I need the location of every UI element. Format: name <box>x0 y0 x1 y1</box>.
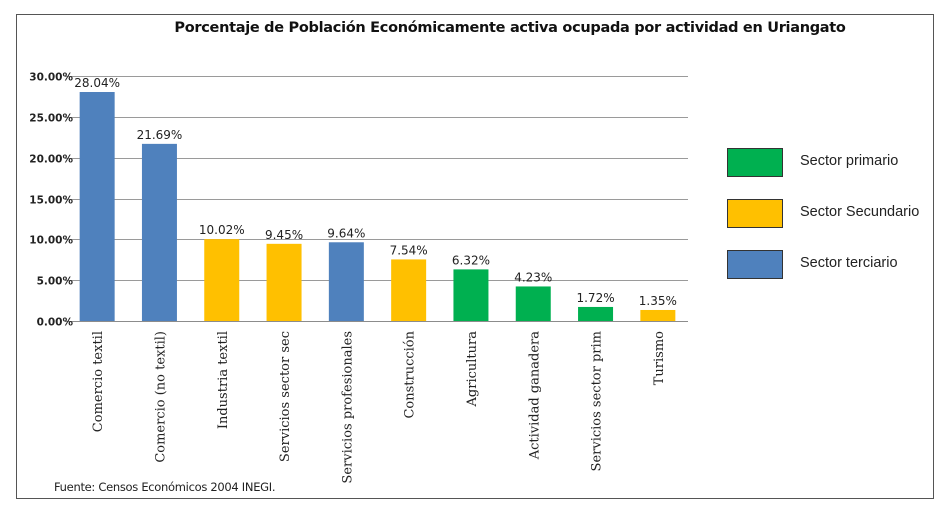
x-tick-label: Industria textil <box>216 331 231 429</box>
bar <box>79 92 115 321</box>
source-note: Fuente: Censos Económicos 2004 INEGI. <box>54 480 276 494</box>
x-tick-label: Servicios profesionales <box>340 331 355 484</box>
y-tick-label: 0.00% <box>37 317 74 329</box>
x-tick-label: Comercio (no textil) <box>153 331 168 463</box>
y-tick-label: 15.00% <box>29 195 73 207</box>
data-label: 21.69% <box>137 128 183 142</box>
bar <box>453 269 489 321</box>
x-tick-label: Servicios sector sec <box>278 331 293 462</box>
chart-title: Porcentaje de Población Económicamente a… <box>174 20 846 36</box>
data-label: 10.02% <box>199 223 245 237</box>
legend-swatch-secundario <box>727 199 783 228</box>
y-tick-label: 10.00% <box>29 235 73 247</box>
x-tick-label: Servicios sector prim <box>590 331 605 471</box>
bar <box>640 309 676 321</box>
x-tick-label: Actividad ganadera <box>527 331 542 461</box>
data-label: 28.04% <box>74 76 120 90</box>
y-axis-tick-labels: 0.00% 5.00% 10.00% 15.00% 20.00% 25.00% 30.00% <box>29 72 73 329</box>
data-labels: 28.04% 21.69% 10.02% 9.45% 9.64% 7.54% 6.32% 4.… <box>74 76 677 308</box>
y-tick-label: 5.00% <box>37 276 74 288</box>
legend-label-primario: Sector primario <box>800 153 899 169</box>
y-tick-label: 20.00% <box>29 154 73 166</box>
bar <box>328 242 364 321</box>
legend-swatch-primario <box>727 148 783 177</box>
data-label: 9.45% <box>265 228 303 242</box>
legend-label-secundario: Sector Secundario <box>800 204 920 220</box>
y-tick-label: 30.00% <box>29 72 73 84</box>
data-label: 4.23% <box>514 270 552 284</box>
data-label: 6.32% <box>452 253 490 267</box>
x-tick-label: Comercio textil <box>91 331 106 432</box>
data-label: 7.54% <box>390 243 428 257</box>
bar <box>391 259 427 321</box>
bar <box>204 239 240 321</box>
legend-label-terciario: Sector terciario <box>800 255 898 271</box>
legend-swatch-terciario <box>727 250 783 279</box>
x-tick-label: Turismo <box>652 331 667 385</box>
bar <box>578 306 614 321</box>
data-label: 9.64% <box>327 226 365 240</box>
bar <box>515 286 551 321</box>
bars <box>79 92 676 321</box>
x-tick-label: Agricultura <box>465 331 480 408</box>
data-label: 1.72% <box>576 291 614 305</box>
bar <box>266 243 302 321</box>
y-tick-label: 25.00% <box>29 113 73 125</box>
data-label: 1.35% <box>639 294 677 308</box>
x-tick-label: Construcción <box>403 330 418 418</box>
x-axis-tick-labels: Comercio textil Comercio (no textil) Indus… <box>91 330 667 483</box>
bar <box>141 143 177 321</box>
